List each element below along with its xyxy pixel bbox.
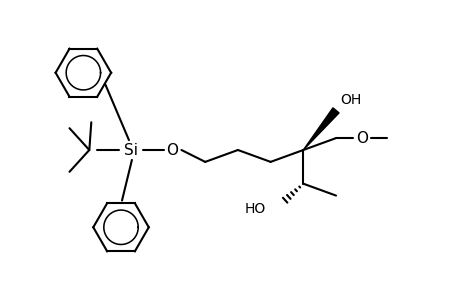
Text: OH: OH (339, 94, 360, 107)
Polygon shape (302, 108, 338, 150)
Text: O: O (355, 130, 367, 146)
Text: HO: HO (244, 202, 265, 216)
Text: Si: Si (123, 142, 138, 158)
Text: O: O (166, 142, 178, 158)
